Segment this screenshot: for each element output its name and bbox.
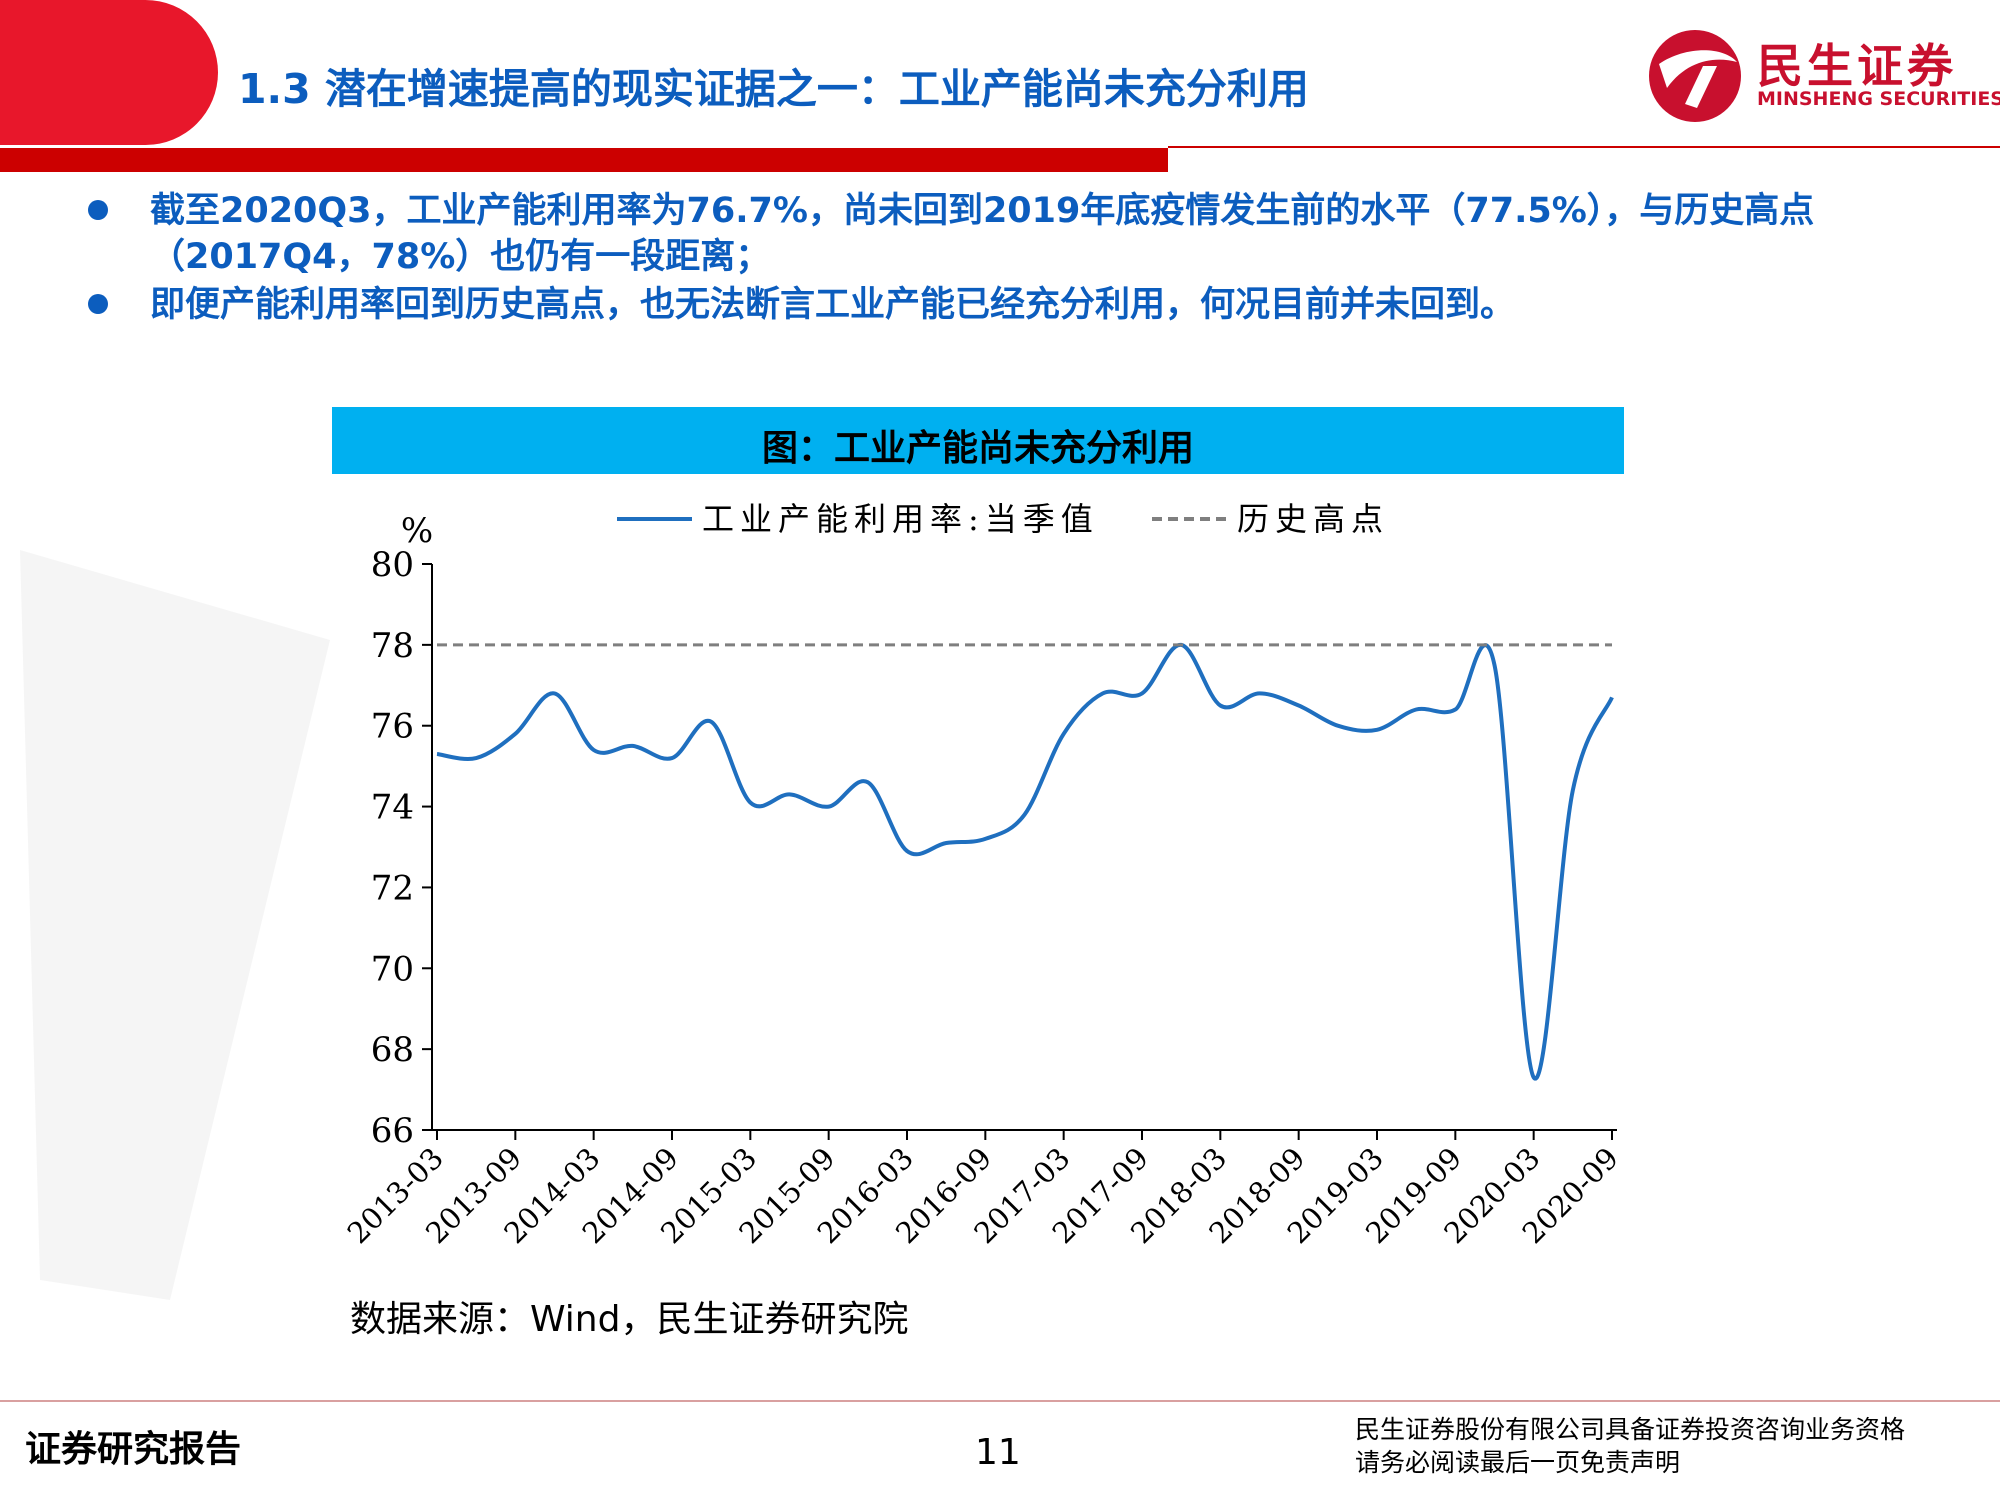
chart-banner: 图：工业产能尚未充分利用	[332, 407, 1624, 474]
source-note: 数据来源：Wind，民生证券研究院	[350, 1299, 909, 1340]
y-tick-label: 76	[371, 707, 414, 747]
bullet-text: 即便产能利用率回到历史高点，也无法断言工业产能已经充分利用，何况目前并未回到。	[150, 285, 1516, 325]
y-tick-label: 72	[371, 868, 414, 908]
footer-rule	[0, 1400, 2000, 1402]
logo-english-name: MINSHENG SECURITIES	[1757, 88, 2000, 110]
bullet-item: 截至2020Q3，工业产能利用率为76.7%，尚未回到2019年底疫情发生前的水…	[88, 188, 1968, 280]
bullet-text: 截至2020Q3，工业产能利用率为76.7%，尚未回到2019年底疫情发生前的水…	[150, 191, 1815, 277]
header-rule-thick	[0, 148, 1168, 172]
y-tick-label: 70	[371, 949, 414, 989]
line-chart: %66687072747678802013-032013-092014-0320…	[341, 500, 1624, 1250]
footer-report-label: 证券研究报告	[25, 1429, 242, 1470]
series-line-utilization	[436, 642, 1614, 1081]
footer-disclaimer: 民生证券股份有限公司具备证券投资咨询业务资格 请务必阅读最后一页免责声明	[1355, 1413, 1905, 1479]
logo-mark-icon	[1649, 30, 1741, 122]
y-tick-label: 68	[371, 1030, 414, 1070]
header-rule-thin	[1168, 146, 2000, 148]
bullet-dot-icon	[88, 200, 108, 220]
logo-name: 民生证券	[1757, 39, 1957, 93]
header-tab-decoration	[0, 0, 218, 145]
bullet-list: 截至2020Q3，工业产能利用率为76.7%，尚未回到2019年底疫情发生前的水…	[88, 188, 1968, 330]
bullet-dot-icon	[88, 294, 108, 314]
bullet-item: 即便产能利用率回到历史高点，也无法断言工业产能已经充分利用，何况目前并未回到。	[88, 282, 1968, 328]
watermark-logo	[20, 550, 330, 1300]
legend-label: 历史高点	[1237, 500, 1389, 538]
page-title: 1.3 潜在增速提高的现实证据之一：工业产能尚未充分利用	[238, 65, 1309, 113]
footer-disclaimer-line2: 请务必阅读最后一页免责声明	[1355, 1448, 1681, 1477]
chart-panel: 图：工业产能尚未充分利用 % 66 68 70 72 74 76 78 80 2013-03 201…	[332, 407, 1624, 1345]
legend-label: 工业产能利用率:当季值	[702, 500, 1099, 538]
y-tick-label: 78	[371, 626, 414, 666]
chart-title: 图：工业产能尚未充分利用	[761, 428, 1194, 469]
y-tick-label: 80	[371, 545, 414, 585]
footer-disclaimer-line1: 民生证券股份有限公司具备证券投资咨询业务资格	[1355, 1415, 1906, 1444]
y-tick-label: 66	[371, 1111, 414, 1151]
company-logo: 民生证券 MINSHENG SECURITIES	[1645, 26, 2000, 126]
y-tick-label: 74	[371, 788, 414, 828]
y-unit-label: %	[401, 511, 433, 551]
page-number: 11	[975, 1432, 1021, 1473]
